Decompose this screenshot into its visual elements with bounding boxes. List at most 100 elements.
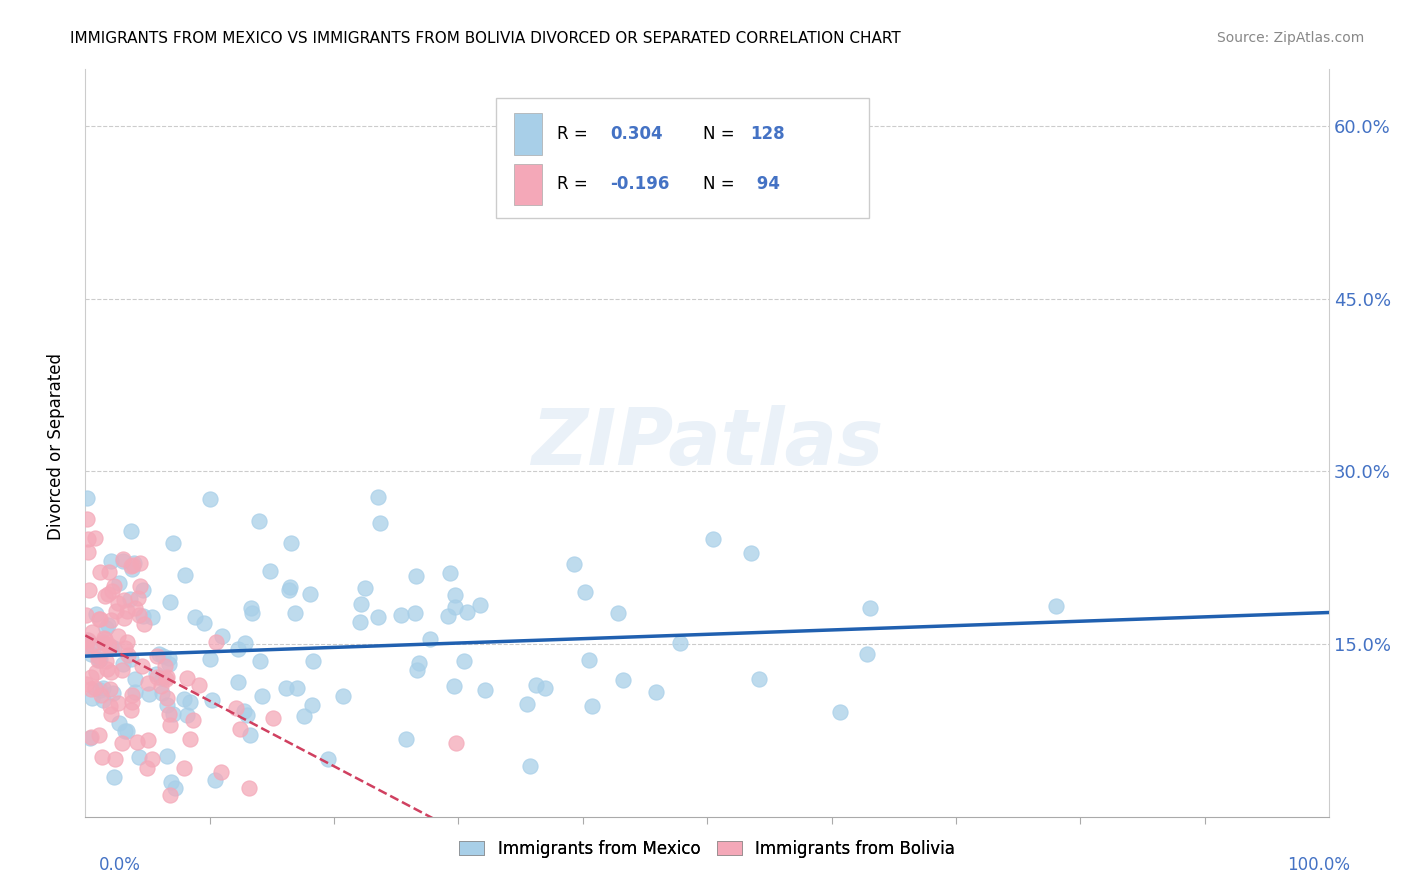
Point — [75, 677, 97, 691]
Point — [173, 567, 195, 582]
Point — [89, 565, 111, 579]
Point — [112, 593, 135, 607]
Point — [226, 674, 249, 689]
Point — [236, 707, 259, 722]
Point — [301, 654, 323, 668]
Point — [104, 752, 127, 766]
Point — [128, 750, 150, 764]
Point — [201, 693, 224, 707]
Point — [193, 615, 215, 630]
Point — [262, 711, 284, 725]
Point — [332, 689, 354, 703]
Point — [278, 580, 301, 594]
Point — [107, 629, 129, 643]
Point — [122, 556, 145, 570]
Point — [129, 556, 152, 570]
Point — [146, 648, 169, 663]
Point — [91, 693, 114, 707]
Point — [159, 789, 181, 803]
Point — [292, 709, 315, 723]
Point — [82, 690, 104, 705]
Point — [150, 672, 173, 686]
Point — [136, 733, 159, 747]
Point — [702, 533, 724, 547]
Point — [198, 652, 221, 666]
Point — [408, 656, 430, 670]
Point — [204, 772, 226, 787]
Point — [121, 695, 143, 709]
Point — [349, 615, 371, 629]
Point — [173, 761, 195, 775]
Point — [76, 532, 98, 546]
Point — [350, 597, 373, 611]
Point — [97, 566, 120, 580]
Point — [124, 601, 146, 615]
Point — [354, 581, 377, 595]
Point — [562, 558, 585, 572]
Point — [157, 706, 180, 721]
Point — [367, 610, 389, 624]
Text: 0.304: 0.304 — [610, 125, 662, 143]
Point — [179, 731, 201, 746]
Point — [107, 696, 129, 710]
Point — [301, 698, 323, 712]
Point — [456, 605, 478, 619]
Point — [284, 606, 307, 620]
Point — [146, 670, 169, 684]
Point — [249, 655, 271, 669]
Point — [75, 640, 97, 654]
Text: N =: N = — [703, 175, 741, 193]
Point — [84, 665, 107, 680]
Point — [79, 731, 101, 745]
Point — [259, 564, 281, 578]
Point — [76, 632, 98, 647]
Point — [157, 657, 180, 671]
Point — [524, 678, 547, 692]
Point — [75, 608, 97, 623]
Text: R =: R = — [557, 125, 593, 143]
Point — [131, 658, 153, 673]
Point — [184, 610, 207, 624]
Point — [828, 706, 851, 720]
Point — [176, 671, 198, 685]
Point — [135, 760, 157, 774]
Point — [138, 687, 160, 701]
Point — [150, 679, 173, 693]
Point — [578, 653, 600, 667]
Point — [368, 516, 391, 531]
Point — [574, 585, 596, 599]
Point — [136, 675, 159, 690]
Point — [153, 658, 176, 673]
Point — [107, 596, 129, 610]
Point — [581, 698, 603, 713]
Point — [443, 679, 465, 693]
Point — [437, 608, 460, 623]
Point — [187, 678, 209, 692]
Point — [444, 599, 467, 614]
Point — [94, 632, 117, 647]
Point — [120, 652, 142, 666]
Point — [84, 531, 107, 545]
Point — [134, 617, 156, 632]
Point — [77, 633, 100, 648]
Point — [145, 667, 167, 681]
Point — [394, 732, 416, 747]
Point — [204, 635, 226, 649]
Point — [856, 647, 879, 661]
Point — [91, 635, 114, 649]
Point — [1045, 599, 1067, 613]
Point — [89, 728, 111, 742]
Point — [89, 651, 111, 665]
Point — [115, 635, 138, 649]
Text: 94: 94 — [751, 175, 780, 193]
Point — [859, 600, 882, 615]
Point — [76, 545, 98, 559]
Bar — [496, 98, 869, 219]
Point — [141, 751, 163, 765]
Point — [165, 780, 187, 795]
Point — [79, 681, 101, 696]
Point — [108, 576, 131, 591]
Point — [115, 723, 138, 738]
Point — [112, 551, 135, 566]
Point — [127, 734, 149, 748]
